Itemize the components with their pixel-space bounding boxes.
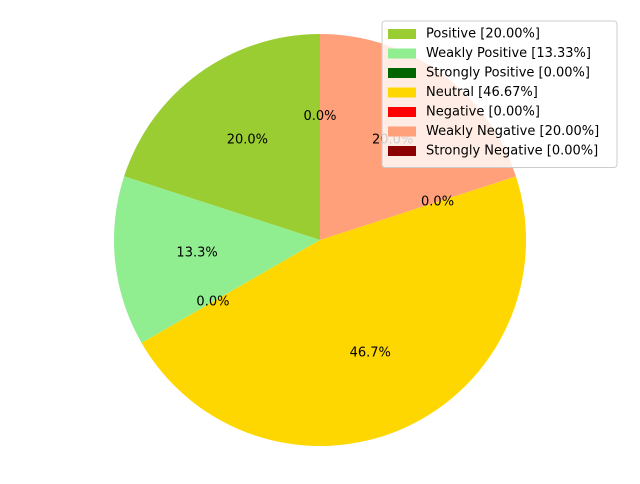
pie-slice-weakly-positive <box>113 176 320 343</box>
pie-label-strongly-positive: 0.0% <box>196 294 229 309</box>
legend-swatch-negative <box>388 107 416 117</box>
pie-label-weakly-positive: 13.3% <box>176 245 217 260</box>
legend-swatch-weakly-negative <box>388 126 416 137</box>
legend-label-negative: Negative [0.00%] <box>426 105 540 120</box>
legend-label-neutral: Neutral [46.67%] <box>426 85 538 100</box>
legend-frame <box>381 20 618 168</box>
legend-label-weakly-positive: Weakly Positive [13.33%] <box>426 46 591 61</box>
legend-label-weakly-negative: Weakly Negative [20.00%] <box>426 124 599 139</box>
pie-label-strongly-negative: 0.0% <box>303 109 336 124</box>
pie-slice-positive <box>124 34 320 240</box>
legend-label-strongly-positive: Strongly Positive [0.00%] <box>426 66 590 81</box>
legend-swatch-strongly-negative <box>388 146 416 156</box>
legend-swatch-weakly-positive <box>388 48 416 59</box>
legend: Positive [20.00%] Weakly Positive [13.33%… <box>381 20 618 168</box>
pie-slice-neutral <box>141 176 527 446</box>
legend-label-positive: Positive [20.00%] <box>426 27 540 42</box>
legend-swatch-positive <box>388 29 416 39</box>
pie-label-positive: 20.0% <box>227 133 268 148</box>
pie-label-negative: 0.0% <box>421 194 454 209</box>
legend-label-strongly-negative: Strongly Negative [0.00%] <box>426 144 598 159</box>
pie-label-neutral: 46.7% <box>350 345 391 360</box>
legend-swatch-strongly-positive <box>388 68 416 78</box>
legend-swatch-neutral <box>388 87 416 98</box>
